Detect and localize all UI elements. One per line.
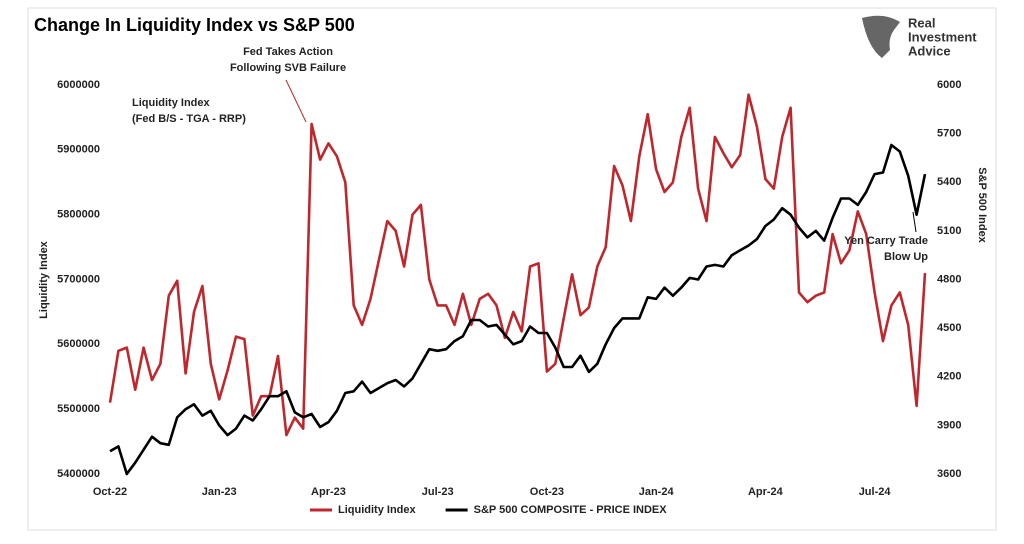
frame [27, 7, 997, 531]
y2-tick-label: 3600 [937, 468, 961, 480]
y-tick-label: 5600000 [57, 338, 100, 350]
series-line [108, 93, 927, 437]
y2-tick-label: 5100 [937, 225, 961, 237]
y-tick-label: 5500000 [57, 403, 100, 415]
logo-text: Advice [908, 43, 951, 58]
annotation-arrow [285, 79, 307, 123]
y2-tick-label: 5400 [937, 176, 961, 188]
y2-tick-label: 6000 [937, 79, 961, 91]
annotation: Yen Carry Trade [844, 235, 928, 247]
chart-title: Change In Liquidity Index vs S&P 500 [34, 15, 355, 35]
y2-tick-label: 4500 [937, 322, 961, 334]
x-tick-label: Apr-23 [311, 486, 346, 498]
x-tick-label: Jul-24 [859, 486, 892, 498]
y-tick-label: 5800000 [57, 209, 100, 221]
x-tick-label: Jul-23 [422, 486, 454, 498]
y2-tick-label: 5700 [937, 128, 961, 140]
logo-text: Investment [908, 29, 977, 44]
x-tick-label: Jan-23 [202, 486, 237, 498]
annotation: Fed Takes Action [243, 46, 333, 58]
y-tick-label: 5700000 [57, 273, 100, 285]
y2-tick-label: 4800 [937, 273, 961, 285]
x-tick-label: Jan-24 [639, 486, 675, 498]
y-tick-label: 5900000 [57, 144, 100, 156]
legend-label: S&P 500 COMPOSITE - PRICE INDEX [474, 504, 668, 516]
annotation: (Fed B/S - TGA - RRP) [132, 113, 246, 125]
logo: Real Investment Advice [862, 15, 977, 58]
annotation: Following SVB Failure [230, 62, 346, 74]
y-axis-label: Liquidity Index [38, 240, 50, 318]
annotation: Liquidity Index [132, 97, 210, 109]
logo-text: Real [908, 15, 935, 30]
x-tick-label: Apr-24 [748, 486, 784, 498]
y2-tick-label: 4200 [937, 371, 961, 383]
legend-label: Liquidity Index [338, 504, 416, 516]
annotation: Blow Up [884, 251, 928, 263]
y2-tick-label: 3900 [937, 419, 961, 431]
annotation-arrow [912, 211, 917, 233]
x-tick-label: Oct-22 [93, 486, 127, 498]
series-line [109, 143, 927, 476]
logo-icon [862, 15, 900, 58]
x-tick-label: Oct-23 [530, 486, 564, 498]
y2-axis-label: S&P 500 Index [976, 167, 988, 243]
y-tick-label: 5400000 [57, 468, 100, 480]
y-tick-label: 6000000 [57, 79, 100, 91]
